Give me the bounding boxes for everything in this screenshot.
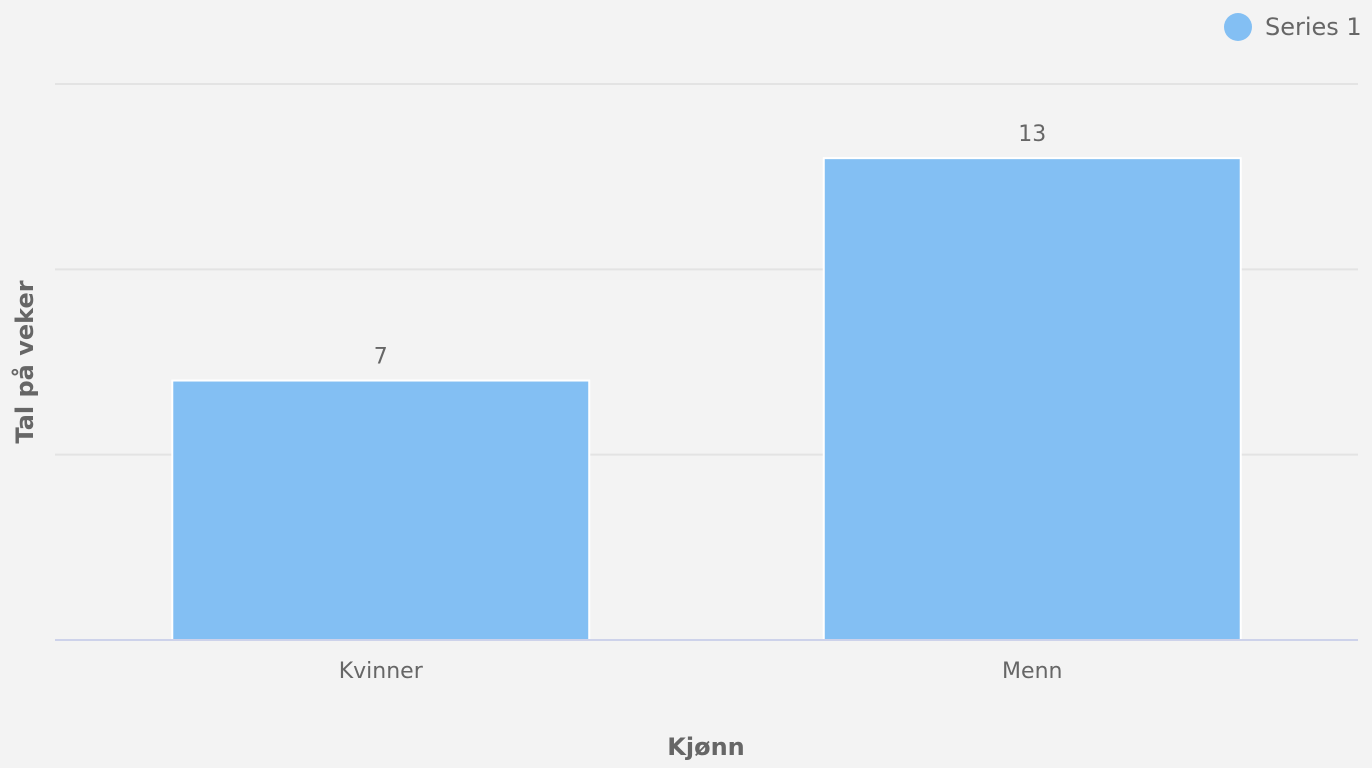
bar bbox=[171, 379, 591, 641]
x-tick-label: Menn bbox=[1002, 659, 1062, 684]
data-label: 13 bbox=[1018, 122, 1046, 147]
data-label: 7 bbox=[374, 345, 388, 370]
legend-label: Series 1 bbox=[1265, 13, 1362, 41]
x-tick-label: Kvinner bbox=[339, 659, 424, 684]
x-axis-title: Kjønn bbox=[667, 733, 744, 761]
bar bbox=[822, 157, 1242, 641]
legend-swatch bbox=[1224, 13, 1252, 41]
y-axis-title: Tal på veker bbox=[10, 280, 39, 443]
